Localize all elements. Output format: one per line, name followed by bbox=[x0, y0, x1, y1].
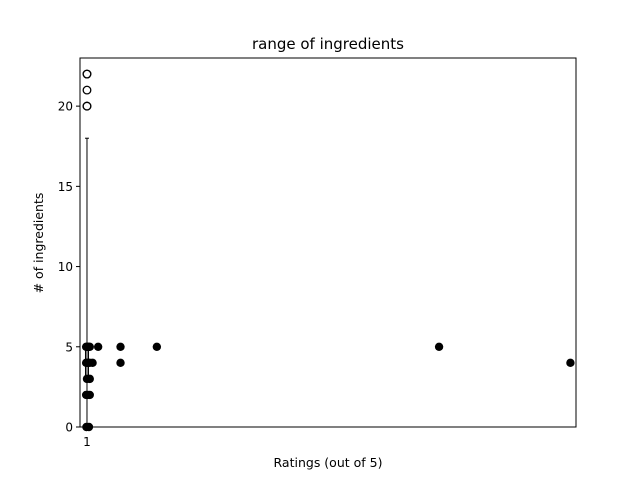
y-tick-label: 10 bbox=[58, 260, 73, 274]
plot-area bbox=[81, 69, 575, 432]
scatter-point bbox=[85, 390, 94, 400]
scatter-point bbox=[85, 342, 94, 351]
chart-title: range of ingredients bbox=[252, 35, 404, 53]
scatter-point bbox=[116, 358, 125, 368]
scatter-point bbox=[566, 358, 575, 368]
outlier-point bbox=[82, 69, 92, 79]
y-tick-label: 0 bbox=[65, 421, 73, 435]
y-axis-label: # of ingredients bbox=[31, 193, 46, 294]
axes-frame bbox=[79, 57, 577, 428]
scatter-point bbox=[93, 342, 103, 351]
x-tick-label: 1 bbox=[83, 435, 91, 449]
outlier-point bbox=[82, 85, 92, 95]
y-tick-label: 20 bbox=[58, 100, 73, 114]
outlier-point bbox=[82, 101, 92, 111]
scatter-point bbox=[116, 342, 125, 351]
y-tick-label: 5 bbox=[65, 340, 73, 354]
scatter-point bbox=[434, 342, 444, 351]
x-axis-label: Ratings (out of 5) bbox=[274, 455, 383, 470]
y-tick-label: 15 bbox=[58, 180, 73, 194]
scatter-point bbox=[88, 358, 97, 368]
scatter-point bbox=[152, 342, 162, 351]
scatter-point bbox=[85, 374, 94, 384]
axis-ticks: 0 5 10 15 20 1 bbox=[58, 100, 91, 449]
